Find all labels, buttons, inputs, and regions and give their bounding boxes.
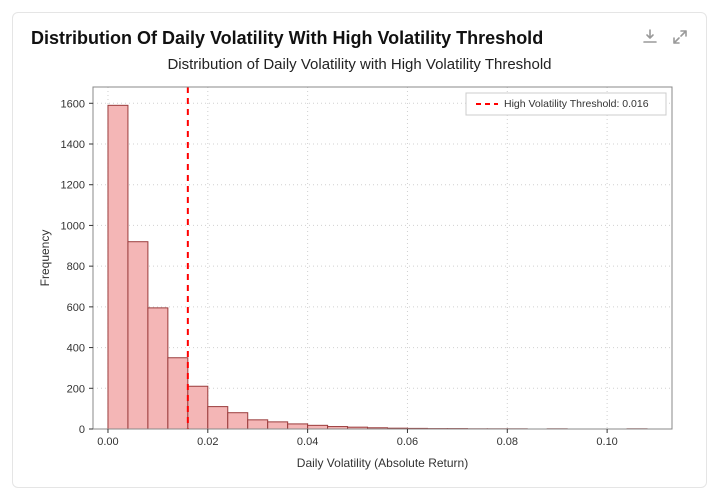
x-tick-label: 0.02: [197, 436, 218, 448]
y-tick-label: 1400: [61, 139, 85, 151]
histogram-bar: [288, 424, 308, 429]
chart-card: Distribution Of Daily Volatility With Hi…: [12, 12, 707, 488]
x-tick-label: 0.08: [497, 436, 518, 448]
y-tick-label: 400: [67, 343, 85, 355]
histogram-bar: [228, 413, 248, 429]
download-icon[interactable]: [642, 29, 658, 45]
histogram-bar: [208, 407, 228, 429]
y-tick-label: 800: [67, 262, 85, 274]
y-axis-label: Frequency: [38, 230, 52, 287]
y-tick-label: 1200: [61, 180, 85, 192]
y-tick-label: 0: [79, 424, 85, 436]
x-tick-label: 0.04: [297, 436, 318, 448]
legend-label: High Volatility Threshold: 0.016: [504, 98, 649, 110]
histogram-bar: [148, 308, 168, 429]
histogram-bar: [308, 426, 328, 430]
histogram-bar: [268, 422, 288, 429]
x-tick-label: 0.06: [397, 436, 418, 448]
histogram-bar: [188, 387, 208, 430]
x-axis-label: Daily Volatility (Absolute Return): [297, 456, 468, 470]
expand-icon[interactable]: [672, 29, 688, 45]
card-title: Distribution Of Daily Volatility With Hi…: [31, 27, 543, 50]
histogram-bar: [108, 106, 128, 430]
y-tick-label: 1600: [61, 99, 85, 111]
chart-container: Distribution of Daily Volatility with Hi…: [31, 56, 688, 477]
histogram-bar: [128, 242, 148, 429]
y-tick-label: 200: [67, 384, 85, 396]
legend: High Volatility Threshold: 0.016: [466, 93, 666, 115]
x-tick-label: 0.10: [596, 436, 617, 448]
histogram-bar: [168, 358, 188, 429]
card-toolbar: [642, 27, 688, 45]
card-header: Distribution Of Daily Volatility With Hi…: [31, 27, 688, 50]
histogram-bar: [248, 420, 268, 429]
x-tick-label: 0.00: [97, 436, 118, 448]
volatility-histogram: 0.00 0.02 0.04 0.06 0.08 0.10 0 200 400 600 800 100…: [31, 77, 686, 477]
y-tick-label: 600: [67, 302, 85, 314]
y-tick-label: 1000: [61, 221, 85, 233]
chart-title: Distribution of Daily Volatility with Hi…: [31, 56, 688, 73]
